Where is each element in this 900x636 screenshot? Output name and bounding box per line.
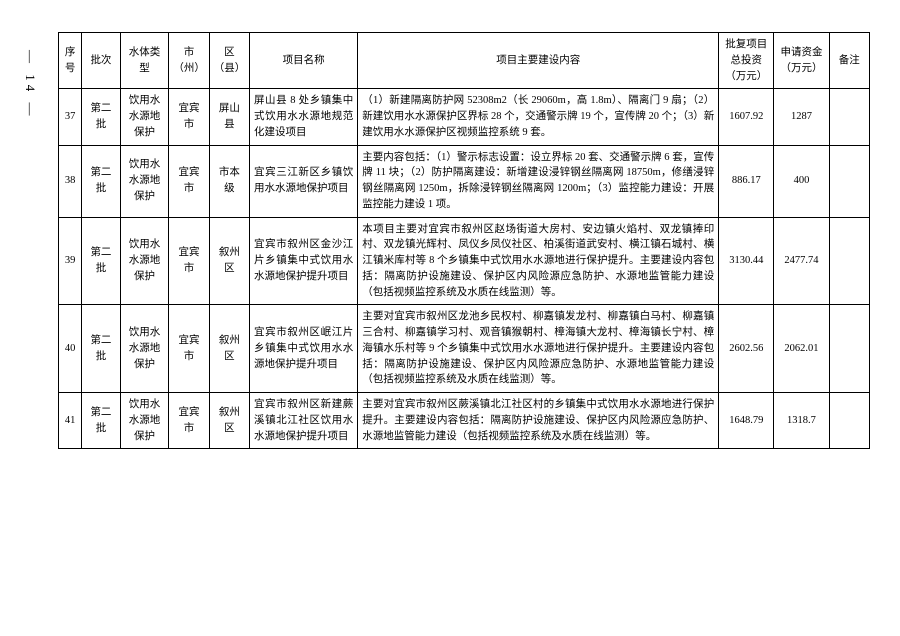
header-water-type: 水体类型: [120, 33, 169, 89]
cell-water-type: 饮用水水源地保护: [120, 217, 169, 305]
header-remark: 备注: [829, 33, 869, 89]
header-county: 区（县）: [209, 33, 249, 89]
table-row: 38 第二批 饮用水水源地保护 宜宾市 市本级 宜宾三江新区乡镇饮用水水源地保护…: [59, 145, 870, 217]
cell-water-type: 饮用水水源地保护: [120, 393, 169, 449]
cell-total-investment: 1607.92: [719, 89, 774, 145]
table-header: 序号 批次 水体类型 市（州） 区（县） 项目名称 项目主要建设内容 批复项目总…: [59, 33, 870, 89]
cell-seq: 40: [59, 305, 82, 393]
cell-county: 叙州区: [209, 305, 249, 393]
cell-city: 宜宾市: [169, 393, 209, 449]
header-total-investment: 批复项目总投资（万元）: [719, 33, 774, 89]
cell-county: 叙州区: [209, 393, 249, 449]
cell-water-type: 饮用水水源地保护: [120, 145, 169, 217]
header-seq: 序号: [59, 33, 82, 89]
cell-remark: [829, 393, 869, 449]
table-row: 41 第二批 饮用水水源地保护 宜宾市 叙州区 宜宾市叙州区新建蕨溪镇北江社区饮…: [59, 393, 870, 449]
project-table: 序号 批次 水体类型 市（州） 区（县） 项目名称 项目主要建设内容 批复项目总…: [58, 32, 870, 449]
cell-apply-fund: 2062.01: [774, 305, 829, 393]
cell-batch: 第二批: [82, 89, 120, 145]
header-apply-fund: 申请资金（万元）: [774, 33, 829, 89]
cell-city: 宜宾市: [169, 305, 209, 393]
cell-water-type: 饮用水水源地保护: [120, 305, 169, 393]
header-batch: 批次: [82, 33, 120, 89]
cell-description: 主要对宜宾市叙州区龙池乡民权村、柳嘉镇发龙村、柳嘉镇白马村、柳嘉镇三合村、柳嘉镇…: [358, 305, 719, 393]
cell-seq: 37: [59, 89, 82, 145]
cell-seq: 38: [59, 145, 82, 217]
cell-county: 叙州区: [209, 217, 249, 305]
cell-city: 宜宾市: [169, 89, 209, 145]
cell-batch: 第二批: [82, 305, 120, 393]
cell-total-investment: 3130.44: [719, 217, 774, 305]
cell-county: 屏山县: [209, 89, 249, 145]
cell-apply-fund: 1318.7: [774, 393, 829, 449]
header-project-name: 项目名称: [250, 33, 358, 89]
cell-apply-fund: 2477.74: [774, 217, 829, 305]
cell-apply-fund: 400: [774, 145, 829, 217]
header-description: 项目主要建设内容: [358, 33, 719, 89]
cell-total-investment: 2602.56: [719, 305, 774, 393]
project-table-wrapper: 序号 批次 水体类型 市（州） 区（县） 项目名称 项目主要建设内容 批复项目总…: [58, 32, 870, 449]
cell-total-investment: 886.17: [719, 145, 774, 217]
cell-total-investment: 1648.79: [719, 393, 774, 449]
cell-remark: [829, 145, 869, 217]
cell-project-name: 宜宾市叙州区新建蕨溪镇北江社区饮用水水源地保护提升项目: [250, 393, 358, 449]
cell-description: 主要对宜宾市叙州区蕨溪镇北江社区村的乡镇集中式饮用水水源地进行保护提升。主要建设…: [358, 393, 719, 449]
page-number: — 14 —: [22, 50, 38, 120]
cell-city: 宜宾市: [169, 145, 209, 217]
table-row: 37 第二批 饮用水水源地保护 宜宾市 屏山县 屏山县 8 处乡镇集中式饮用水水…: [59, 89, 870, 145]
cell-batch: 第二批: [82, 217, 120, 305]
cell-description: （1）新建隔离防护网 52308m2（长 29060m，高 1.8m）、隔离门 …: [358, 89, 719, 145]
cell-batch: 第二批: [82, 393, 120, 449]
table-body: 37 第二批 饮用水水源地保护 宜宾市 屏山县 屏山县 8 处乡镇集中式饮用水水…: [59, 89, 870, 449]
cell-project-name: 宜宾市叙州区金沙江片乡镇集中式饮用水水源地保护提升项目: [250, 217, 358, 305]
cell-description: 主要内容包括：（1）警示标志设置：设立界标 20 套、交通警示牌 6 套，宣传牌…: [358, 145, 719, 217]
cell-remark: [829, 217, 869, 305]
cell-remark: [829, 305, 869, 393]
table-row: 40 第二批 饮用水水源地保护 宜宾市 叙州区 宜宾市叙州区岷江片乡镇集中式饮用…: [59, 305, 870, 393]
cell-seq: 41: [59, 393, 82, 449]
table-row: 39 第二批 饮用水水源地保护 宜宾市 叙州区 宜宾市叙州区金沙江片乡镇集中式饮…: [59, 217, 870, 305]
cell-county: 市本级: [209, 145, 249, 217]
cell-seq: 39: [59, 217, 82, 305]
cell-remark: [829, 89, 869, 145]
cell-batch: 第二批: [82, 145, 120, 217]
header-city: 市（州）: [169, 33, 209, 89]
cell-apply-fund: 1287: [774, 89, 829, 145]
cell-project-name: 屏山县 8 处乡镇集中式饮用水水源地规范化建设项目: [250, 89, 358, 145]
cell-description: 本项目主要对宜宾市叙州区赵场街道大房村、安边镇火焰村、双龙镇捧印村、双龙镇光辉村…: [358, 217, 719, 305]
cell-water-type: 饮用水水源地保护: [120, 89, 169, 145]
cell-project-name: 宜宾三江新区乡镇饮用水水源地保护项目: [250, 145, 358, 217]
cell-project-name: 宜宾市叙州区岷江片乡镇集中式饮用水水源地保护提升项目: [250, 305, 358, 393]
cell-city: 宜宾市: [169, 217, 209, 305]
